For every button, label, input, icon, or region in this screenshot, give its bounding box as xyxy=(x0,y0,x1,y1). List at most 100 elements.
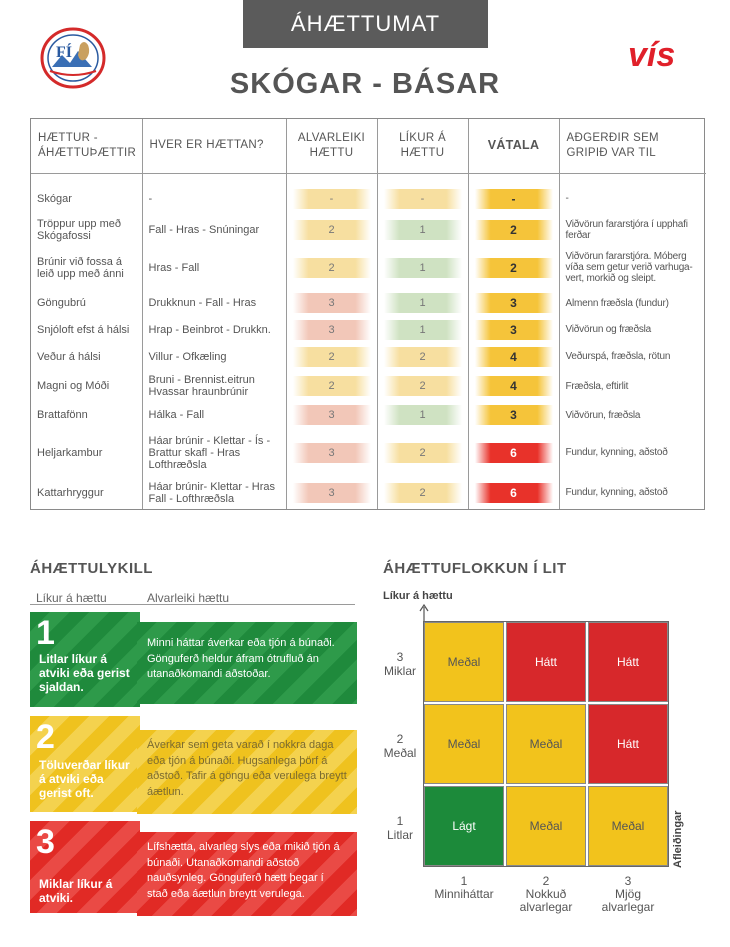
action-cell: Viðvörun fararstjóra í upphafi ferðar xyxy=(565,218,688,241)
severity-cell: 2 xyxy=(286,213,378,246)
action-cell: Fundur, kynning, aðstoð xyxy=(565,447,668,459)
key-item-number: 2 xyxy=(36,718,55,756)
risk-cell: 3 xyxy=(468,402,560,429)
header-what: HVER ER HÆTTAN? xyxy=(142,119,287,174)
hazard-cell: Snjóloft efst á hálsi xyxy=(31,316,143,344)
action-cell: Almenn fræðsla (fundur) xyxy=(565,297,669,309)
risk-cell: 4 xyxy=(468,343,560,371)
risk-value: 2 xyxy=(474,219,553,240)
likelihood-cell: 1 xyxy=(377,213,469,246)
header-action: AÐGERÐIR SEM GRIPIÐ VAR TIL xyxy=(559,119,706,174)
risk-value: 3 xyxy=(474,405,553,426)
likelihood-cell: 2 xyxy=(377,370,469,403)
risk-table: HÆTTUR - ÁHÆTTUÞÆTTIR HVER ER HÆTTAN? AL… xyxy=(30,118,706,510)
matrix-cell: Meðal xyxy=(506,704,586,784)
key-title: ÁHÆTTULYKILL xyxy=(30,560,153,577)
y-axis-arrow-icon xyxy=(419,603,429,623)
hazard-cell: Brattafönn xyxy=(31,402,143,429)
col-text: Minniháttar xyxy=(434,887,494,901)
risk-value: 4 xyxy=(474,346,553,367)
matrix-cell: Meðal xyxy=(588,786,668,866)
table-row: Brúnir við fossa á leið upp með ánni Hras… xyxy=(31,245,706,290)
header-badge: ÁHÆTTUMAT xyxy=(243,0,488,48)
key-col-likelihood: Líkur á hættu xyxy=(36,591,107,605)
key-item-number: 1 xyxy=(36,614,55,652)
matrix-cell: Meðal xyxy=(424,622,504,702)
row-num: 3 xyxy=(396,650,404,664)
key-item-desc: Áverkar sem geta varað í nokkra daga eða… xyxy=(137,730,357,814)
severity-value: 2 xyxy=(292,219,371,240)
risk-cell: - xyxy=(468,173,560,214)
row-text: Miklar xyxy=(384,664,416,678)
severity-cell: 3 xyxy=(286,402,378,429)
hazard-cell: Tröppur upp með Skógafossi xyxy=(31,213,143,246)
what-cell: Háar brúnir- Klettar - Hras Fall - Lofth… xyxy=(142,476,287,509)
severity-value: 2 xyxy=(292,257,371,278)
action-cell: Fundur, kynning, aðstoð xyxy=(565,487,668,499)
matrix-col-label: 3 Mjög alvarlegar xyxy=(588,875,668,914)
likelihood-value: 1 xyxy=(383,405,462,426)
likelihood-cell: - xyxy=(377,173,469,214)
row-text: Meðal xyxy=(383,746,417,760)
table-row: Tröppur upp með Skógafossi Fall - Hras - … xyxy=(31,213,706,246)
key-col-severity: Alvarleiki hættu xyxy=(147,591,230,605)
key-item-2: 2 Töluverðar líkur á atviki eða gerist o… xyxy=(30,716,140,812)
matrix-col-label: 2 Nokkuð alvarlegar xyxy=(506,875,586,914)
key-item-label: Töluverðar líkur á atviki eða gerist oft… xyxy=(39,758,130,800)
risk-value: 6 xyxy=(474,442,553,463)
likelihood-value: 1 xyxy=(383,319,462,340)
row-num: 2 xyxy=(396,732,404,746)
risk-value: 2 xyxy=(474,257,553,278)
key-item-1: 1 Litlar líkur á atviki eða gerist sjald… xyxy=(30,612,140,707)
page-title: SKÓGAR - BÁSAR xyxy=(229,68,501,100)
severity-cell: - xyxy=(286,173,378,214)
likelihood-value: 2 xyxy=(383,376,462,397)
hazard-cell: Magni og Móði xyxy=(31,370,143,403)
severity-value: 3 xyxy=(292,293,371,314)
hazard-cell: Veður á hálsi xyxy=(31,343,143,371)
hazard-cell: Heljarkambur xyxy=(31,428,143,477)
fi-logo-text: FÍ xyxy=(56,42,72,61)
table-row: Göngubrú Drukknun - Fall - Hras 3 1 3 Almenn … xyxy=(31,289,706,317)
severity-value: 3 xyxy=(292,482,371,503)
col-text: Nokkuð alvarlegar xyxy=(519,887,573,914)
risk-cell: 3 xyxy=(468,316,560,344)
what-cell: Bruni - Brennist.eitrun Hvassar hraunbrú… xyxy=(142,370,287,403)
risk-cell: 4 xyxy=(468,370,560,403)
col-num: 2 xyxy=(542,874,550,888)
header-hazard: HÆTTUR - ÁHÆTTUÞÆTTIR xyxy=(31,119,143,174)
col-text: Mjög alvarlegar xyxy=(601,887,655,914)
severity-cell: 3 xyxy=(286,289,378,317)
risk-value: - xyxy=(474,188,553,209)
severity-cell: 3 xyxy=(286,476,378,509)
header-risk: VÁTALA xyxy=(468,119,560,174)
matrix-row-label: 1 Litlar xyxy=(380,814,420,842)
action-cell: Viðvörun, fræðsla xyxy=(565,409,641,421)
key-item-3: 3 Miklar líkur á atviki. xyxy=(30,821,140,913)
header-likelihood: LÍKUR Á HÆTTU xyxy=(377,119,469,174)
table-row: Brattafönn Hálka - Fall 3 1 3 Viðvörun, fræðs… xyxy=(31,402,706,429)
severity-value: 2 xyxy=(292,376,371,397)
matrix-cell: Meðal xyxy=(424,704,504,784)
action-cell: Fræðsla, eftirlit xyxy=(565,380,629,392)
risk-value: 3 xyxy=(474,293,553,314)
likelihood-cell: 1 xyxy=(377,245,469,290)
matrix-cell: Lágt xyxy=(424,786,504,866)
severity-cell: 3 xyxy=(286,428,378,477)
severity-value: 3 xyxy=(292,442,371,463)
risk-cell: 2 xyxy=(468,213,560,246)
severity-cell: 2 xyxy=(286,343,378,371)
likelihood-cell: 2 xyxy=(377,343,469,371)
matrix-title: ÁHÆTTUFLOKKUN Í LIT xyxy=(383,560,567,577)
risk-value: 3 xyxy=(474,319,553,340)
table-row: Magni og Móði Bruni - Brennist.eitrun Hva… xyxy=(31,370,706,403)
risk-cell: 6 xyxy=(468,428,560,477)
row-text: Litlar xyxy=(386,828,413,842)
table-row: Kattarhryggur Háar brúnir- Klettar - Hras… xyxy=(31,476,706,509)
risk-cell: 2 xyxy=(468,245,560,290)
matrix-cell: Hátt xyxy=(506,622,586,702)
fi-logo: FÍ xyxy=(40,27,106,89)
action-cell: Viðvörun og fræðsla xyxy=(565,324,652,336)
matrix-y-label: Líkur á hættu xyxy=(383,590,453,602)
matrix-cell: Hátt xyxy=(588,622,668,702)
